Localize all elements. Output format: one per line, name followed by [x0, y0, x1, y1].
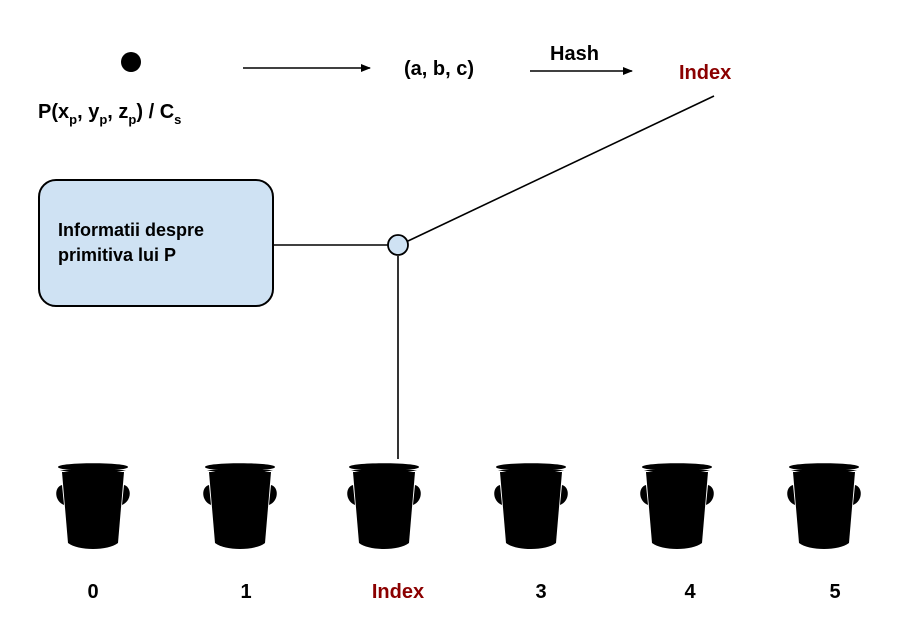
junction-node: [387, 234, 409, 256]
bucket-label: 3: [535, 581, 546, 603]
bucket-label-index: Index: [372, 581, 424, 603]
bucket-0: [56, 463, 130, 549]
bucket-index: [347, 463, 421, 549]
tuple-label: (a, b, c): [404, 58, 474, 80]
point-p-label: P(xp, yp, zp) / Cs: [38, 101, 181, 127]
bucket-label: 1: [240, 581, 251, 603]
bucket-4: [640, 463, 714, 549]
bucket-label: 5: [829, 581, 840, 603]
hash-label: Hash: [550, 43, 599, 65]
primitive-info-box: Informatii despre primitiva lui P: [38, 179, 274, 307]
bucket-label: 0: [87, 581, 98, 603]
point-p-dot: [121, 52, 141, 72]
bucket-5: [787, 463, 861, 549]
bucket-label: 4: [684, 581, 696, 603]
primitive-info-text: Informatii despre primitiva lui P: [58, 220, 205, 265]
line-index-to-junction: [407, 95, 715, 242]
bucket-3: [494, 463, 568, 549]
bucket-1: [203, 463, 277, 549]
index-top-label: Index: [679, 62, 731, 84]
